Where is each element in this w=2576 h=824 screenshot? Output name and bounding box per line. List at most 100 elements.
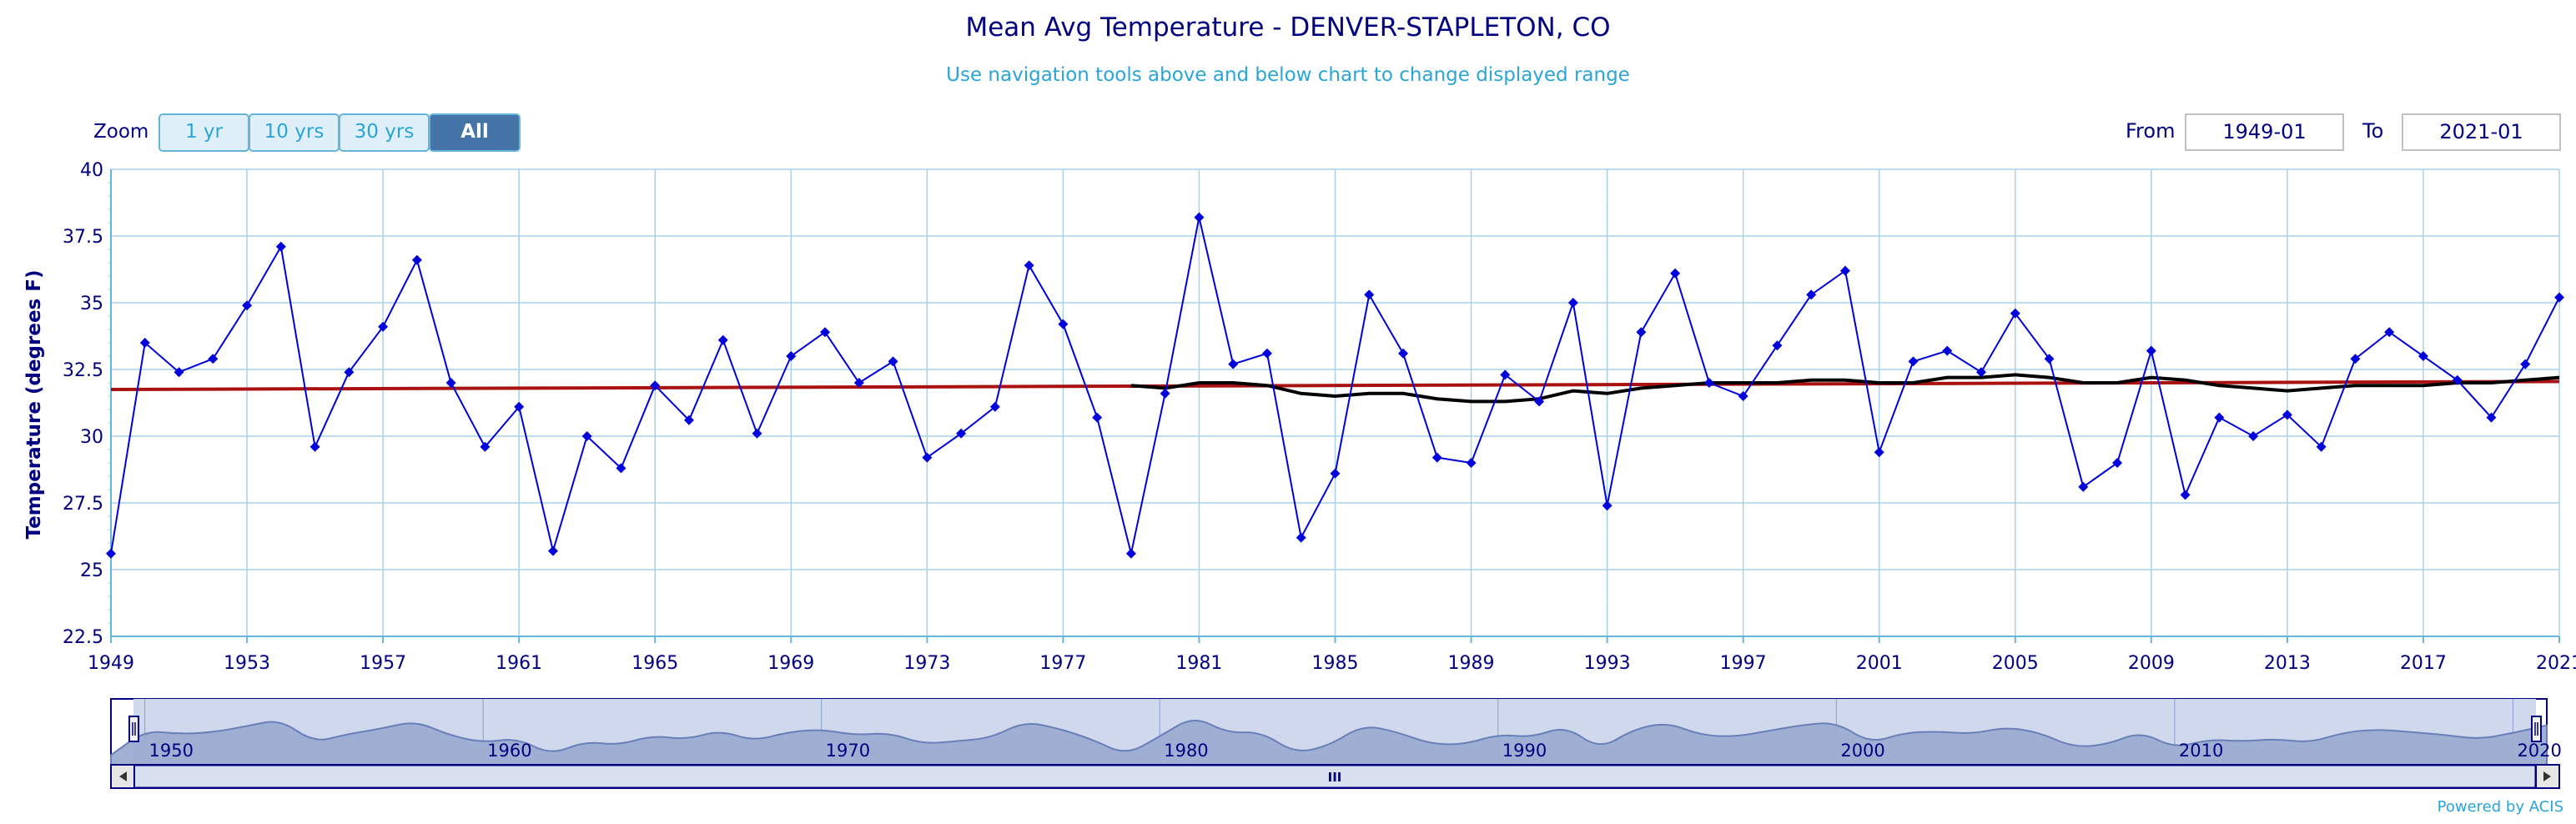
data-point-marker[interactable] — [650, 380, 661, 391]
data-point-marker[interactable] — [1874, 447, 1884, 458]
data-point-marker[interactable] — [139, 338, 150, 348]
data-point-marker[interactable] — [1058, 319, 1069, 329]
data-point-marker[interactable] — [956, 428, 967, 439]
data-point-marker[interactable] — [2044, 354, 2055, 364]
data-point-marker[interactable] — [2112, 458, 2123, 468]
data-point-marker[interactable] — [1534, 396, 1545, 407]
scrollbar[interactable]: III — [110, 764, 2560, 789]
zoom-button-1yr-label: 1 yr — [185, 121, 224, 143]
scroll-right-button[interactable] — [2535, 764, 2560, 789]
data-point-marker[interactable] — [2418, 351, 2428, 361]
data-point-marker[interactable] — [2180, 490, 2191, 500]
data-point-marker[interactable] — [1567, 298, 1578, 308]
data-point-marker[interactable] — [1330, 468, 1341, 479]
data-point-marker[interactable] — [445, 378, 456, 388]
data-point-marker[interactable] — [581, 431, 592, 441]
data-point-marker[interactable] — [2554, 292, 2564, 303]
navigator-right-handle[interactable] — [2531, 716, 2542, 742]
arrow-left-icon — [119, 771, 127, 781]
data-point-marker[interactable] — [309, 441, 320, 452]
data-point-marker[interactable] — [480, 441, 491, 452]
series-line-trend — [110, 379, 2560, 391]
data-point-marker[interactable] — [989, 401, 1000, 412]
data-point-marker[interactable] — [2010, 308, 2020, 319]
zoom-button-1yr[interactable]: 1 yr — [158, 113, 249, 152]
data-point-marker[interactable] — [1261, 348, 1272, 359]
data-point-marker[interactable] — [2248, 431, 2259, 441]
data-point-marker[interactable] — [1772, 340, 1783, 351]
data-point-marker[interactable] — [2146, 345, 2156, 356]
data-point-marker[interactable] — [1908, 356, 1919, 367]
data-point-marker[interactable] — [174, 367, 184, 378]
scrollbar-thumb[interactable] — [133, 765, 2536, 788]
navigator-left-handle[interactable] — [128, 716, 139, 742]
data-point-marker[interactable] — [1670, 268, 1681, 279]
data-point-marker[interactable] — [514, 401, 525, 412]
data-point-marker[interactable] — [888, 356, 898, 367]
data-point-marker[interactable] — [1738, 391, 1748, 401]
data-point-marker[interactable] — [1092, 412, 1103, 423]
data-point-marker[interactable] — [820, 327, 831, 338]
data-point-marker[interactable] — [717, 334, 728, 345]
data-point-marker[interactable] — [752, 428, 762, 439]
data-point-marker[interactable] — [2214, 412, 2225, 423]
data-point-marker[interactable] — [1296, 532, 1306, 543]
navigator[interactable]: 1950 1960 1970 1980 1990 2000 2010 2020 — [110, 698, 2562, 766]
data-point-marker[interactable] — [106, 548, 116, 559]
data-point-marker[interactable] — [683, 415, 694, 425]
data-point-marker[interactable] — [242, 300, 253, 311]
zoom-button-all-label: All — [460, 121, 489, 143]
data-point-marker[interactable] — [616, 463, 626, 474]
data-point-marker[interactable] — [2078, 481, 2089, 492]
y-tick-label: 25 — [80, 560, 103, 581]
y-tick-label: 30 — [80, 427, 103, 448]
navigator-year-label: 2020 — [2517, 741, 2561, 761]
data-point-marker[interactable] — [1364, 289, 1375, 300]
data-point-marker[interactable] — [922, 452, 933, 463]
data-point-marker[interactable] — [1703, 378, 1714, 388]
data-point-marker[interactable] — [2520, 359, 2531, 369]
data-point-marker[interactable] — [2350, 354, 2361, 364]
data-point-marker[interactable] — [1024, 260, 1034, 271]
data-point-marker[interactable] — [1602, 500, 1613, 511]
zoom-button-30yrs[interactable]: 30 yrs — [339, 113, 430, 152]
navigator-series-area — [110, 720, 2548, 766]
data-point-marker[interactable] — [275, 241, 286, 252]
x-tick-label: 2009 — [2128, 653, 2175, 674]
data-point-marker[interactable] — [208, 354, 219, 364]
data-point-marker[interactable] — [1466, 458, 1477, 468]
data-point-marker[interactable] — [1431, 452, 1442, 463]
data-point-marker[interactable] — [1398, 348, 1409, 359]
data-point-marker[interactable] — [2486, 412, 2497, 423]
data-point-marker[interactable] — [1194, 212, 1205, 223]
to-date-input[interactable]: 2021-01 — [2402, 113, 2561, 151]
data-point-marker[interactable] — [1839, 265, 1850, 276]
data-point-marker[interactable] — [547, 545, 558, 556]
data-point-marker[interactable] — [1500, 369, 1511, 380]
from-date-input[interactable]: 1949-01 — [2185, 113, 2344, 151]
data-point-marker[interactable] — [411, 254, 422, 265]
data-point-marker[interactable] — [786, 351, 797, 361]
scroll-left-button[interactable] — [110, 764, 135, 789]
data-point-marker[interactable] — [344, 367, 355, 378]
zoom-button-10yrs[interactable]: 10 yrs — [249, 113, 340, 152]
data-point-marker[interactable] — [853, 378, 864, 388]
credits-link[interactable]: Powered by ACIS — [2438, 798, 2563, 816]
data-point-marker[interactable] — [1976, 367, 1987, 378]
data-point-marker[interactable] — [1636, 327, 1647, 338]
data-point-marker[interactable] — [1942, 345, 1953, 356]
data-point-marker[interactable] — [1125, 548, 1136, 559]
data-point-marker[interactable] — [2384, 327, 2395, 338]
data-point-marker[interactable] — [2452, 374, 2463, 385]
x-tick-label: 1957 — [360, 653, 406, 674]
data-point-marker[interactable] — [2316, 441, 2327, 452]
navigator-year-label: 1960 — [487, 741, 531, 761]
y-axis-title: Temperature (degrees F) — [23, 270, 45, 540]
data-point-marker[interactable] — [2282, 409, 2292, 420]
data-point-marker[interactable] — [1806, 289, 1817, 300]
zoom-button-all[interactable]: All — [429, 113, 521, 152]
data-point-marker[interactable] — [378, 321, 389, 332]
data-point-marker[interactable] — [1228, 359, 1239, 369]
data-point-marker[interactable] — [1160, 388, 1170, 399]
